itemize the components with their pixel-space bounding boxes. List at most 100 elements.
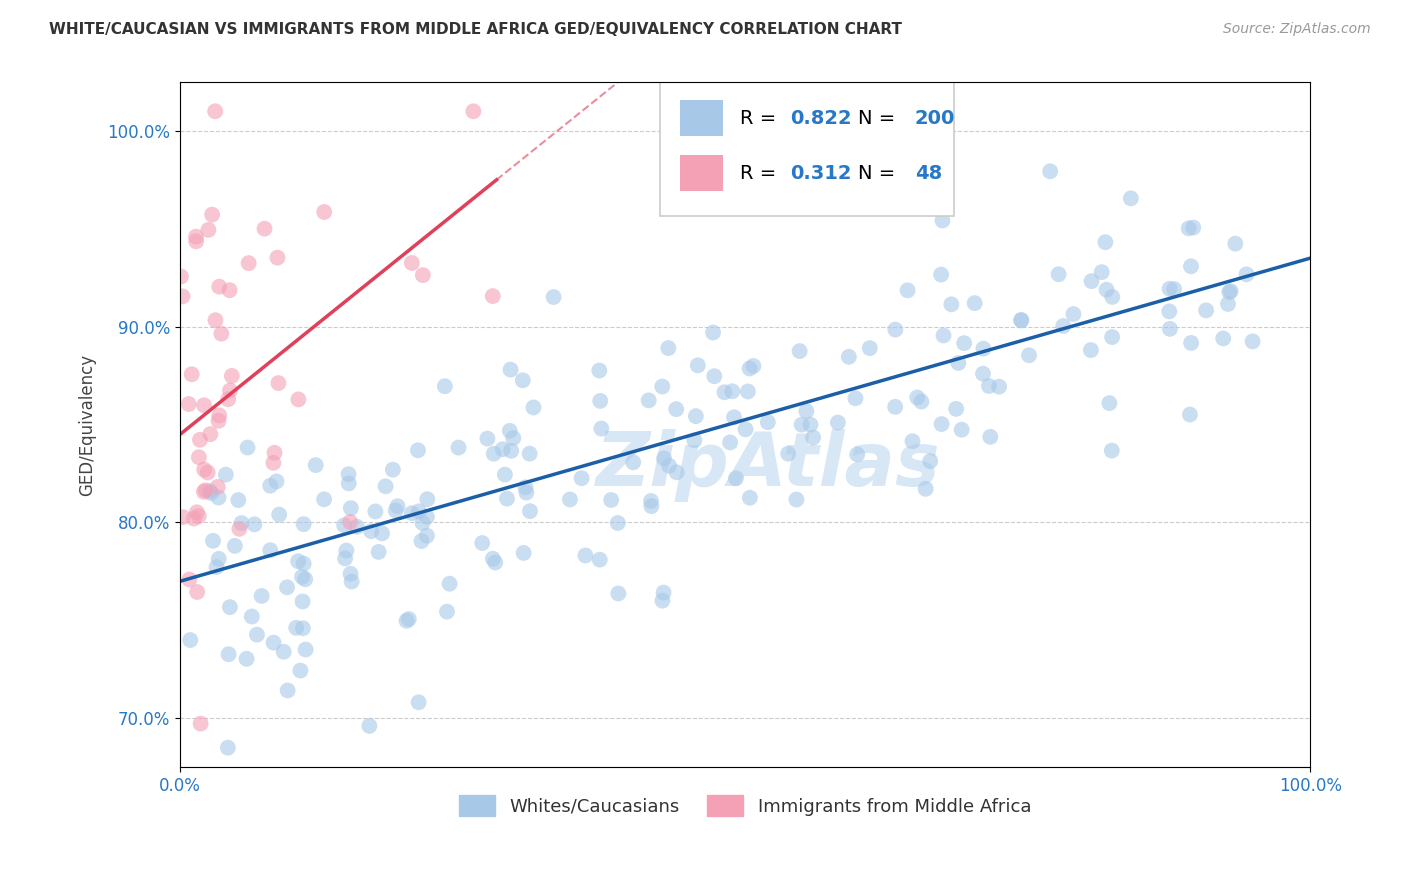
Point [953,336,976,351]
Point [1219,284,1241,298]
Point [205,560,228,574]
Point [416,492,439,507]
Point [558,492,581,507]
Point [215,467,238,482]
Point [683,434,706,448]
Point [665,402,688,417]
Text: 200: 200 [915,109,955,128]
Point [202,533,225,548]
Point [790,417,813,432]
Point [640,494,662,508]
Point [384,503,406,517]
Point [292,517,315,532]
Point [621,455,644,469]
Text: 0.312: 0.312 [790,163,852,183]
Point [194,483,217,498]
Point [799,417,821,432]
Point [447,441,470,455]
Text: ZipAtlas: ZipAtlas [596,429,941,502]
Point [737,384,759,399]
Point [801,431,824,445]
Point [217,392,239,407]
Bar [679,101,723,136]
Point [290,664,312,678]
Point [651,379,673,393]
Point [844,392,866,406]
Point [519,447,541,461]
Point [180,368,202,382]
Point [1095,283,1118,297]
Point [519,504,541,518]
Point [905,391,928,405]
Legend: Whites/Caucasians, Immigrants from Middle Africa: Whites/Caucasians, Immigrants from Middl… [451,788,1039,823]
Point [738,361,761,376]
Point [738,491,761,505]
Point [606,516,628,530]
Text: R =: R = [740,109,782,128]
Point [172,510,194,524]
Point [1010,313,1032,327]
Point [339,566,361,581]
Point [1236,268,1258,282]
Bar [679,155,723,191]
Point [193,462,215,476]
Point [945,401,967,416]
Point [499,362,522,376]
Point [778,447,800,461]
Point [273,645,295,659]
Point [1163,282,1185,296]
Point [702,326,724,340]
Point [224,539,246,553]
Point [685,409,707,424]
Point [463,104,485,119]
Point [291,570,314,584]
Point [374,479,396,493]
Point [724,471,747,485]
Point [188,433,211,447]
Point [1101,290,1123,304]
Point [589,552,612,566]
Point [734,422,756,436]
Point [502,431,524,445]
Point [571,471,593,485]
Point [246,628,269,642]
Point [263,446,285,460]
Point [416,529,439,543]
Point [789,344,811,359]
Point [219,384,242,398]
Point [512,373,534,387]
Point [703,369,725,384]
Point [1080,274,1102,288]
Point [1098,396,1121,410]
Point [482,551,505,566]
Point [266,251,288,265]
Point [250,589,273,603]
Point [287,392,309,407]
Point [471,536,494,550]
Point [226,493,249,508]
Point [482,447,505,461]
Point [492,442,515,457]
Point [1178,408,1201,422]
Point [287,554,309,568]
Point [640,499,662,513]
Point [204,104,226,119]
Point [262,456,284,470]
Point [931,417,953,431]
Point [186,505,208,519]
Point [1119,191,1142,205]
Point [963,296,986,310]
Text: WHITE/CAUCASIAN VS IMMIGRANTS FROM MIDDLE AFRICA GED/EQUIVALENCY CORRELATION CHA: WHITE/CAUCASIAN VS IMMIGRANTS FROM MIDDL… [49,22,903,37]
Point [827,416,849,430]
Point [183,511,205,525]
Point [932,328,955,343]
Point [408,695,430,709]
Point [600,493,623,508]
Point [337,467,360,482]
Point [292,557,315,571]
Point [1159,322,1181,336]
Point [198,483,221,498]
Point [305,458,328,472]
Point [231,516,253,530]
Point [395,614,418,628]
